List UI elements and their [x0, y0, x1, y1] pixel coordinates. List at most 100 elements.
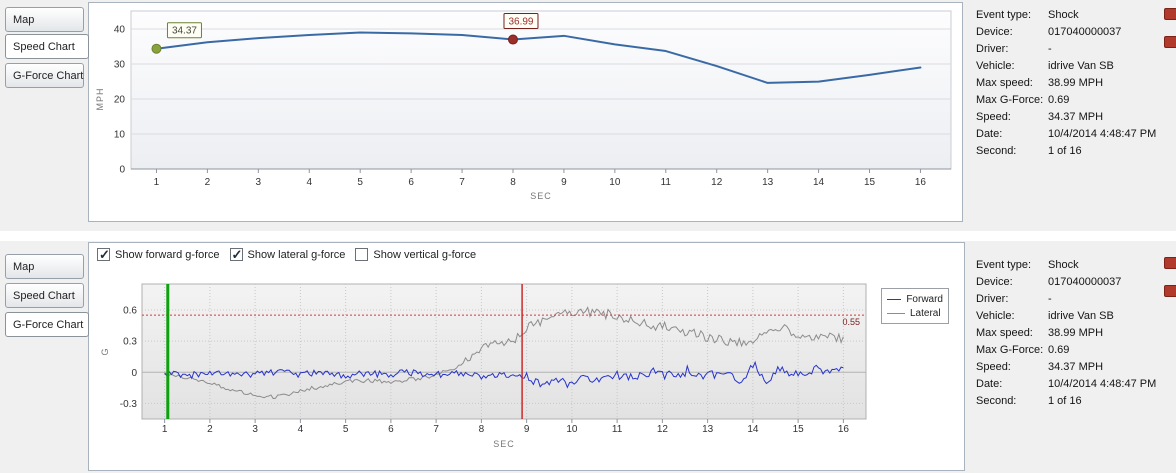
tab-strip-top: Map Speed Chart G-Force Chart	[0, 0, 89, 231]
info-value: 10/4/2014 4:48:47 PM	[1048, 378, 1157, 390]
info-value: 1 of 16	[1048, 145, 1082, 157]
checkbox-label: Show lateral g-force	[247, 248, 346, 261]
info-label: Speed:	[976, 361, 1011, 373]
svg-text:11: 11	[661, 177, 672, 188]
tab-label: Map	[13, 260, 35, 273]
svg-text:6: 6	[388, 424, 394, 435]
info-value: 34.37 MPH	[1048, 361, 1104, 373]
info-value: 017040000037	[1048, 26, 1122, 38]
info-label: Device:	[976, 26, 1013, 38]
svg-text:4: 4	[298, 424, 304, 435]
info-label: Driver:	[976, 43, 1009, 55]
tab-speed-chart[interactable]: Speed Chart	[5, 283, 84, 308]
info-value: 34.37 MPH	[1048, 111, 1104, 123]
info-label: Max G-Force:	[976, 94, 1044, 106]
svg-text:16: 16	[915, 177, 927, 188]
svg-text:0.6: 0.6	[123, 305, 137, 316]
info-label: Date:	[976, 378, 1003, 390]
legend-label: Forward	[906, 293, 943, 305]
info-label: Second:	[976, 145, 1017, 157]
svg-text:10: 10	[609, 177, 621, 188]
info-row-speed: Speed: 34.37 MPH	[976, 359, 1158, 376]
info-row-max-speed: Max speed: 38.99 MPH	[976, 75, 1158, 92]
info-value: -	[1048, 43, 1052, 55]
speed-chart-container: 0 10 20 30 40 1 2 3 4 5 6 7 8 9 10 11 12 13 14 15 16 SEC MPH 34…	[88, 2, 963, 222]
svg-text:14: 14	[747, 424, 759, 435]
svg-text:1: 1	[154, 177, 160, 188]
info-value: 017040000037	[1048, 276, 1122, 288]
svg-text:8: 8	[510, 177, 516, 188]
svg-text:10: 10	[566, 424, 578, 435]
info-row-second: Second: 1 of 16	[976, 393, 1158, 410]
gforce-chart-section: Map Speed Chart G-Force Chart Show forward…	[0, 241, 1176, 473]
info-row-event-type: Event type: Shock	[976, 257, 1158, 274]
checkbox-icon[interactable]	[97, 247, 110, 263]
info-row-max-g-force: Max G-Force: 0.69	[976, 342, 1158, 359]
info-label: Driver:	[976, 293, 1009, 305]
tab-label: G-Force Chart	[13, 69, 84, 82]
tab-label: Speed Chart	[13, 40, 75, 53]
legend-line-icon	[887, 312, 905, 314]
info-value: idrive Van SB	[1048, 60, 1114, 72]
info-label: Max G-Force:	[976, 344, 1044, 356]
event-info-rows: Event type: Shock Device: 017040000037 Drive…	[976, 7, 1158, 160]
red-marker-icon	[1164, 36, 1176, 48]
svg-text:MPH: MPH	[95, 88, 105, 111]
svg-text:15: 15	[864, 177, 876, 188]
info-row-vehicle: Vehicle: idrive Van SB	[976, 308, 1158, 325]
info-row-driver: Driver: -	[976, 41, 1158, 58]
checkbox-show-forward-g-force[interactable]: Show forward g-force	[97, 247, 220, 263]
info-row-date: Date: 10/4/2014 4:48:47 PM	[976, 376, 1158, 393]
info-label: Event type:	[976, 259, 1032, 271]
info-row-event-type: Event type: Shock	[976, 7, 1158, 24]
info-label: Vehicle:	[976, 310, 1015, 322]
svg-text:7: 7	[433, 424, 439, 435]
checkbox-show-vertical-g-force[interactable]: Show vertical g-force	[355, 248, 476, 261]
tab-g-force-chart[interactable]: G-Force Chart	[5, 63, 84, 88]
info-row-speed: Speed: 34.37 MPH	[976, 109, 1158, 126]
red-marker-icon	[1164, 8, 1176, 20]
svg-text:14: 14	[813, 177, 825, 188]
checkbox-icon[interactable]	[229, 247, 243, 263]
svg-text:9: 9	[561, 177, 567, 188]
tab-label: Speed Chart	[13, 289, 75, 302]
tab-g-force-chart[interactable]: G-Force Chart	[5, 312, 89, 337]
svg-text:15: 15	[793, 424, 805, 435]
svg-text:-0.3: -0.3	[120, 399, 138, 410]
svg-text:36.99: 36.99	[508, 17, 533, 28]
tab-speed-chart[interactable]: Speed Chart	[5, 34, 89, 59]
legend-label: Lateral	[910, 307, 941, 319]
svg-text:8: 8	[479, 424, 485, 435]
info-label: Speed:	[976, 111, 1011, 123]
red-marker-icon	[1164, 257, 1176, 269]
svg-text:16: 16	[838, 424, 850, 435]
info-label: Vehicle:	[976, 60, 1015, 72]
svg-text:13: 13	[702, 424, 714, 435]
info-value: idrive Van SB	[1048, 310, 1114, 322]
tab-strip-bottom: Map Speed Chart G-Force Chart	[0, 241, 89, 473]
info-row-second: Second: 1 of 16	[976, 143, 1158, 160]
svg-text:20: 20	[114, 95, 126, 106]
checkbox-show-lateral-g-force[interactable]: Show lateral g-force	[229, 247, 346, 263]
checkbox-icon[interactable]	[355, 248, 369, 261]
info-value: 10/4/2014 4:48:47 PM	[1048, 128, 1157, 140]
tab-map[interactable]: Map	[5, 254, 84, 279]
svg-text:5: 5	[357, 177, 363, 188]
info-row-device: Device: 017040000037	[976, 24, 1158, 41]
info-label: Date:	[976, 128, 1003, 140]
svg-text:11: 11	[612, 424, 623, 435]
svg-text:9: 9	[524, 424, 530, 435]
legend-item-lateral: Lateral	[887, 306, 943, 320]
svg-text:0.55: 0.55	[842, 317, 860, 327]
gforce-chart[interactable]: 1 2 3 4 5 6 7 8 9 10 11 12 13 14 15 16-0.300.30.6SECG0.…	[90, 271, 878, 469]
svg-text:12: 12	[657, 424, 669, 435]
tab-label: G-Force Chart	[13, 318, 84, 331]
svg-text:4: 4	[306, 177, 312, 188]
info-label: Max speed:	[976, 327, 1033, 339]
tab-map[interactable]: Map	[5, 7, 84, 32]
event-info-panel-top: Event type: Shock Device: 017040000037 Drive…	[968, 0, 1176, 231]
svg-text:0.3: 0.3	[123, 337, 137, 348]
svg-text:6: 6	[408, 177, 414, 188]
legend-line-icon	[887, 298, 902, 300]
